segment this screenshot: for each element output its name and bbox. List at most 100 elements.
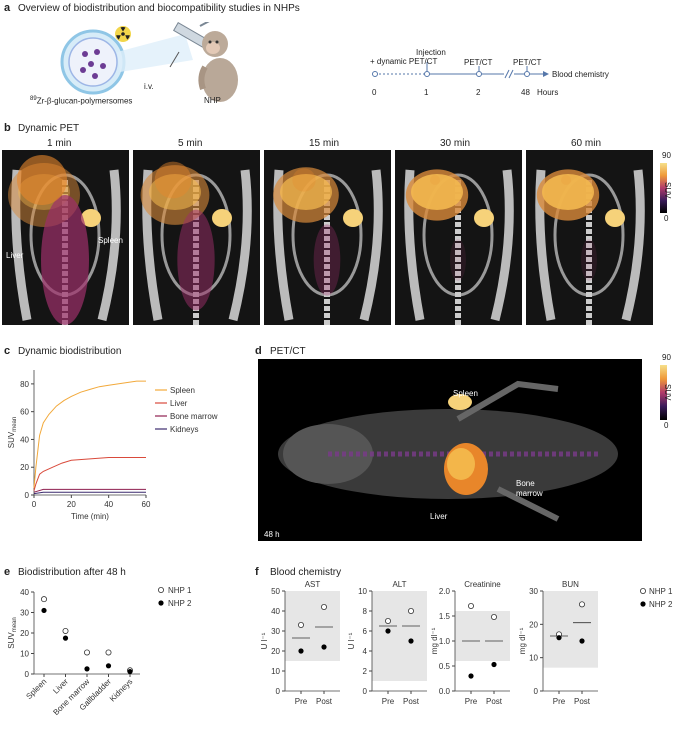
pet-time-label: 30 min xyxy=(440,138,471,149)
y-tick-label: 0 xyxy=(25,670,30,679)
x-tick-label: Post xyxy=(486,697,503,706)
reference-range-band xyxy=(455,611,510,661)
legend-label: Bone marrow xyxy=(170,412,218,421)
colorbar-d xyxy=(660,365,667,420)
panel-f-label: f xyxy=(255,566,259,578)
panel-d-title: PET/CT xyxy=(270,346,306,357)
legend-label: Spleen xyxy=(170,386,195,395)
y-axis-label: U l⁻¹ xyxy=(347,632,356,649)
pet-image-frame xyxy=(526,150,653,325)
legend-nhp2-marker xyxy=(158,600,164,606)
y-tick-label: 0 xyxy=(25,491,30,500)
y-tick-label: 30 xyxy=(529,587,538,596)
nhp1-point xyxy=(578,601,585,608)
y-axis-label: SUVmean xyxy=(7,617,18,648)
x-axis-label: Time (min) xyxy=(71,512,109,521)
route-label: i.v. xyxy=(144,82,154,91)
y-tick-label: 0.0 xyxy=(439,687,451,696)
panel-a-title: Overview of biodistribution and biocompa… xyxy=(18,3,300,14)
x-tick-label: Pre xyxy=(295,697,308,706)
colorbar-d-min: 0 xyxy=(664,421,669,430)
particle-label: 89Zr-β-glucan-polymersomes xyxy=(30,96,132,106)
x-tick-label: Spleen xyxy=(24,677,48,701)
panel-b-label: b xyxy=(4,122,11,134)
y-tick-label: 10 xyxy=(20,650,29,659)
y-axis-label: mg dl⁻¹ xyxy=(518,627,527,654)
panel-f-title: Blood chemistry xyxy=(270,567,342,578)
x-tick-label: 0 xyxy=(32,500,37,509)
polymersome-icon xyxy=(60,29,126,95)
legend-nhp1-marker xyxy=(157,587,164,593)
y-tick-label: 30 xyxy=(20,609,29,618)
nhp1-point xyxy=(321,603,328,610)
pet-image-frame xyxy=(133,150,260,325)
subchart-title: ALT xyxy=(392,580,406,589)
y-tick-label: 8 xyxy=(363,607,368,616)
timeline-injection: Injection xyxy=(416,48,446,57)
y-tick-label: 30 xyxy=(271,627,280,636)
y-tick-label: 2.0 xyxy=(439,587,451,596)
petct-liver-annotation: Liver xyxy=(430,512,448,521)
y-tick-label: 0 xyxy=(276,687,281,696)
panel-c-label: c xyxy=(4,345,11,357)
nhp1-point xyxy=(41,596,48,603)
y-tick-label: 4 xyxy=(363,647,368,656)
animal-label: NHP xyxy=(204,96,221,105)
y-tick-label: 20 xyxy=(20,629,29,638)
dynamic-biodistribution-chart: 0 20 40 60 0 20 40 60 80 Time (min) SUVmean Spleen L… xyxy=(7,370,218,521)
particle-name: Zr-β-glucan-polymersomes xyxy=(36,96,133,106)
legend-nhp2-label: NHP 2 xyxy=(649,600,673,609)
nhp1-point xyxy=(467,602,474,609)
nhp2-point xyxy=(105,663,112,669)
petct-spleen-annotation: Spleen xyxy=(453,389,478,398)
series-line-liver xyxy=(33,457,146,491)
y-tick-label: 0.5 xyxy=(439,662,451,671)
y-tick-label: 20 xyxy=(529,620,538,629)
x-tick-label: Kidneys xyxy=(108,677,134,703)
pet-time-label: 1 min xyxy=(47,138,72,149)
nhp2-point xyxy=(321,644,327,650)
colorbar-d-unit: SUV xyxy=(663,384,672,401)
panel-c-title: Dynamic biodistribution xyxy=(18,346,122,357)
nhp1-point xyxy=(490,614,497,621)
colorbar-d-max: 90 xyxy=(662,353,671,362)
x-tick-label: Pre xyxy=(553,697,566,706)
nhp2-point xyxy=(84,666,90,672)
legend-label: Liver xyxy=(170,399,188,408)
y-tick-label: 0 xyxy=(363,687,368,696)
blood-chemistry-charts: AST 0 10 20 30 40 50 U l⁻¹ Pre Post ALT 0 2 4 6 8 10 U l⁻… xyxy=(260,580,673,706)
legend-nhp1-label: NHP 1 xyxy=(649,587,673,596)
panel-a-label: a xyxy=(4,2,11,14)
nhp2-point xyxy=(491,661,497,668)
y-tick-label: 50 xyxy=(271,587,280,596)
nhp1-point xyxy=(105,649,112,656)
x-tick-label: Pre xyxy=(465,697,478,706)
petct-bone-annotation-1: Bone xyxy=(516,479,535,488)
nhp1-point xyxy=(384,618,391,625)
timeline-petct-2: PET/CT xyxy=(513,58,542,67)
timeline-unit: Hours xyxy=(537,88,559,97)
nhp2-point xyxy=(579,638,585,644)
pet-time-label: 60 min xyxy=(571,138,602,149)
y-tick-label: 60 xyxy=(20,408,29,417)
colorbar-b xyxy=(660,163,667,213)
colorbar-b-unit: SUV xyxy=(663,182,672,199)
colorbar-b-min: 0 xyxy=(664,214,669,223)
legend-nhp1-label: NHP 1 xyxy=(168,586,192,595)
nhp1-point xyxy=(62,627,69,634)
nhp1-point xyxy=(84,649,91,656)
series-line-kidneys xyxy=(33,491,146,495)
nhp1-point xyxy=(407,608,414,615)
series-line-spleen xyxy=(33,380,146,489)
nhp2-point xyxy=(468,673,474,679)
y-axis-label: SUVmean xyxy=(7,417,18,448)
pet-time-label: 5 min xyxy=(178,138,203,149)
subchart-title: Creatinine xyxy=(464,580,501,589)
panel-d-label: d xyxy=(255,345,262,357)
panel-b-title: Dynamic PET xyxy=(18,123,80,134)
nhp2-point xyxy=(556,635,562,641)
nhp2-point xyxy=(408,638,414,644)
subchart-title: BUN xyxy=(562,580,579,589)
radiation-icon xyxy=(115,26,131,42)
nhp2-point xyxy=(298,648,304,654)
